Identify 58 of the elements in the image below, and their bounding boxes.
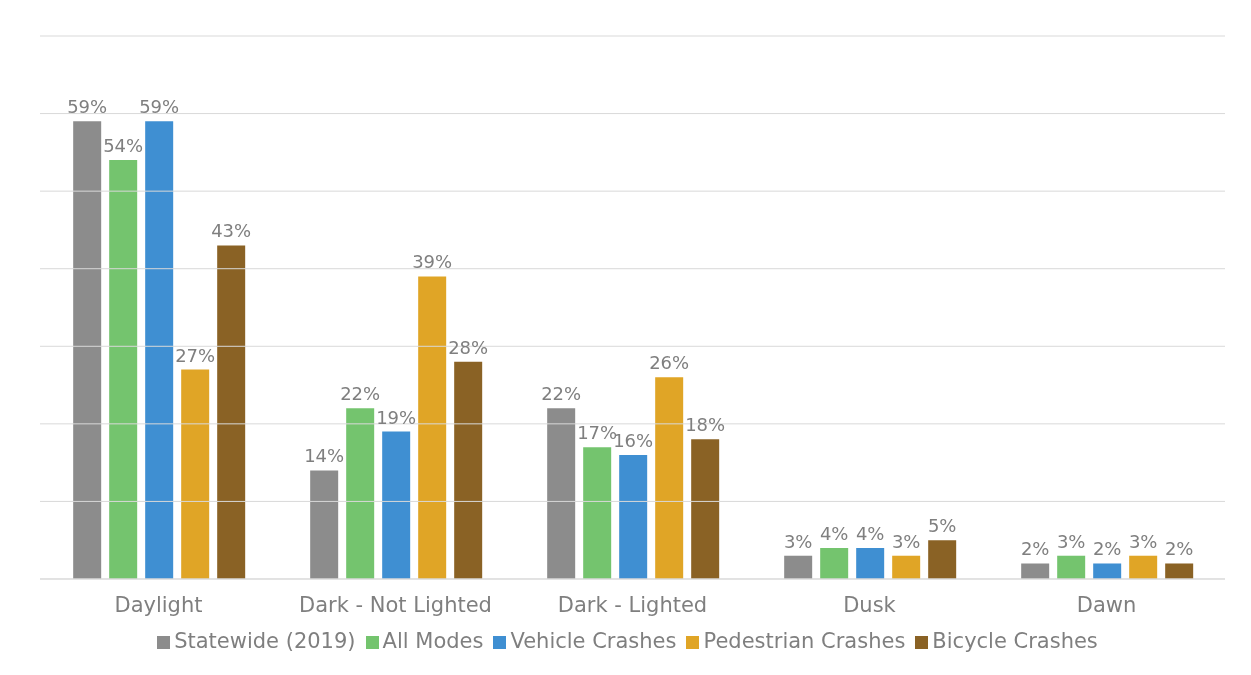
bar bbox=[454, 361, 483, 579]
legend-label: Vehicle Crashes bbox=[510, 629, 677, 653]
bar bbox=[382, 431, 411, 579]
bar bbox=[346, 408, 375, 579]
bar bbox=[547, 408, 576, 579]
legend-label: All Modes bbox=[382, 629, 484, 653]
bar bbox=[145, 121, 174, 579]
data-label: 3% bbox=[1056, 530, 1086, 552]
x-tick-label: Dawn bbox=[1076, 592, 1137, 617]
data-label: 4% bbox=[855, 522, 885, 544]
bar bbox=[1165, 563, 1194, 579]
bar bbox=[820, 547, 849, 579]
data-label: 4% bbox=[819, 522, 849, 544]
data-label: 3% bbox=[783, 530, 813, 552]
bar bbox=[1093, 563, 1122, 579]
bar bbox=[1021, 563, 1050, 579]
bar bbox=[619, 454, 648, 579]
data-label: 43% bbox=[211, 220, 252, 242]
bar bbox=[655, 377, 684, 579]
bar bbox=[784, 555, 813, 579]
bar bbox=[181, 369, 210, 579]
bar bbox=[310, 470, 339, 579]
data-label: 3% bbox=[1128, 530, 1158, 552]
bar bbox=[856, 547, 885, 579]
data-label: 14% bbox=[304, 445, 345, 467]
data-label: 54% bbox=[103, 135, 144, 157]
data-label: 28% bbox=[448, 336, 489, 358]
bar bbox=[1057, 555, 1086, 579]
legend-label: Pedestrian Crashes bbox=[703, 629, 906, 653]
bar bbox=[418, 276, 447, 579]
bar bbox=[73, 121, 102, 579]
bar bbox=[691, 439, 720, 579]
data-label: 22% bbox=[541, 383, 582, 405]
bar bbox=[109, 160, 138, 579]
bar bbox=[217, 245, 246, 579]
data-label: 19% bbox=[376, 406, 417, 428]
legend-label: Bicycle Crashes bbox=[932, 629, 1098, 653]
legend-label: Statewide (2019) bbox=[174, 629, 356, 653]
data-label: 22% bbox=[340, 383, 381, 405]
x-tick-label: Dark - Not Lighted bbox=[299, 592, 492, 617]
x-tick-label: Dusk bbox=[843, 592, 897, 617]
data-label: 18% bbox=[685, 414, 726, 436]
x-tick-label: Dark - Lighted bbox=[557, 592, 708, 617]
bar bbox=[1129, 555, 1158, 579]
data-label: 2% bbox=[1092, 538, 1122, 560]
data-label: 2% bbox=[1020, 538, 1050, 560]
data-label: 26% bbox=[649, 352, 690, 374]
data-label: 59% bbox=[139, 96, 180, 118]
data-label: 27% bbox=[175, 344, 216, 366]
bar bbox=[892, 555, 921, 579]
data-label: 2% bbox=[1164, 538, 1194, 560]
data-label: 5% bbox=[927, 515, 957, 537]
data-label: 39% bbox=[412, 251, 453, 273]
bar bbox=[928, 540, 957, 579]
data-label: 3% bbox=[891, 530, 921, 552]
data-label: 59% bbox=[67, 96, 108, 118]
x-tick-label: Daylight bbox=[114, 592, 203, 617]
bar bbox=[583, 447, 612, 579]
